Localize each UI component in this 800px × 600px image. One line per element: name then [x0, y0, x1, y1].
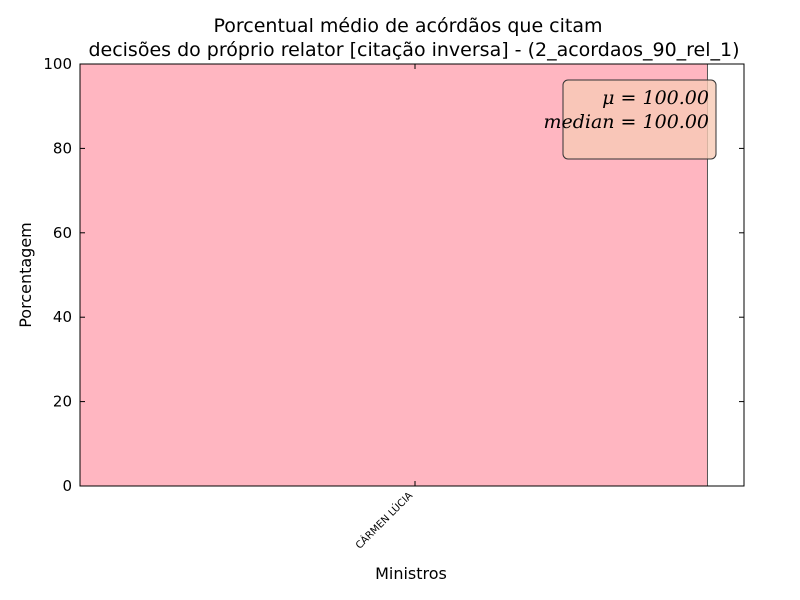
y-tick-label: 40 — [53, 308, 72, 326]
x-axis-label: Ministros — [375, 564, 447, 583]
chart-title-line2: decisões do próprio relator [citação inv… — [88, 39, 739, 61]
y-tick-label: 60 — [53, 224, 72, 242]
stats-box-background — [562, 79, 717, 160]
y-axis-label: Porcentagem — [16, 222, 35, 328]
y-tick-label: 0 — [62, 477, 72, 495]
y-axis: 0 20 40 60 80 100 — [43, 55, 744, 495]
stats-box: μ = 100.00 median = 100.00 — [543, 79, 717, 160]
y-tick-label: 100 — [43, 55, 72, 73]
chart-title-line1: Porcentual médio de acórdãos que citam — [213, 15, 602, 37]
stats-mean: μ = 100.00 — [602, 87, 709, 109]
plot-frame — [79, 63, 745, 487]
y-tick-label: 20 — [53, 393, 72, 411]
y-tick-label: 80 — [53, 139, 72, 157]
x-tick-label: CÁRMEN LÚCIA — [353, 489, 416, 552]
stats-median: median = 100.00 — [543, 111, 709, 133]
